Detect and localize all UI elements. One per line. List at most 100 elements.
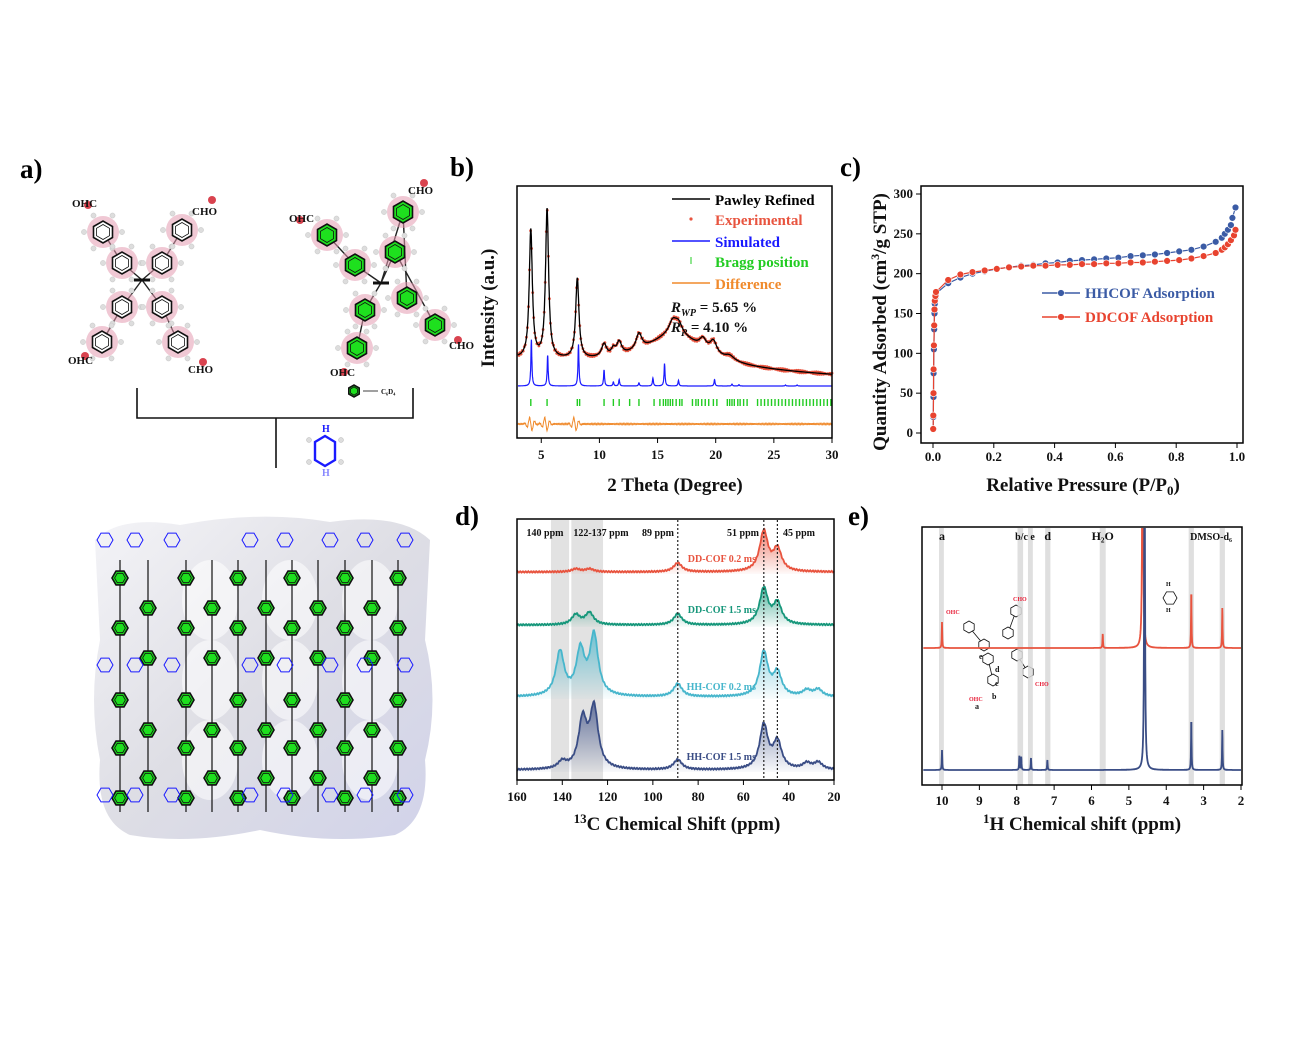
aromatic-inner-bond [392, 622, 404, 634]
cof-framework-model [94, 516, 433, 839]
y-tick-label: 300 [894, 186, 914, 201]
x-tick-label: 120 [598, 789, 618, 804]
framework-c6d4-ring [309, 722, 327, 738]
hydrogen-atom [108, 322, 115, 329]
legend-pawley: Pawley Refined [715, 193, 815, 209]
hydrogen-atom [381, 209, 387, 215]
trace-label-hh-15: HH-COF 1.5 ms [687, 752, 756, 763]
aromatic-inner-bond [366, 772, 378, 784]
left-ohc-bottom: OHC [68, 355, 93, 367]
hydrogen-atom [385, 295, 391, 301]
aromatic-inner-bond [171, 334, 185, 350]
legend-difference: Difference [715, 277, 782, 293]
aromatic-inner-bond [175, 222, 189, 238]
framework-piperazine-ring [163, 787, 181, 803]
aromatic-inner-bond [114, 792, 126, 804]
aromatic-inner-bond [339, 622, 351, 634]
highlight-band [1099, 528, 1106, 785]
x-tick-label: 6 [1088, 793, 1095, 808]
reaction-bracket [136, 388, 414, 419]
cof-pore [342, 560, 398, 640]
cof-pore [182, 720, 238, 800]
aromatic-inner-bond [114, 742, 126, 754]
inset-site-a: a [975, 702, 979, 711]
hydrogen-atom [371, 262, 377, 268]
x-tick-label: 5 [538, 447, 545, 462]
hydrogen-atom [373, 249, 379, 255]
spectrum-line [516, 629, 835, 698]
pawley-refined-line [517, 208, 832, 375]
ref-label-89: 89 ppm [642, 528, 675, 539]
isotherm-point [1126, 252, 1135, 260]
framework-c6d4-ring [389, 692, 407, 708]
hydrogen-atom [419, 209, 425, 215]
aromatic-inner-bond [312, 772, 324, 784]
hydrogen-atom [188, 210, 195, 217]
hydrogen-atom [149, 243, 156, 250]
framework-c6d4-ring [363, 650, 381, 666]
aromatic-inner-bond [312, 602, 324, 614]
hydrogen-atom [198, 227, 204, 233]
legend-marker [1057, 289, 1065, 297]
isotherm-point [930, 341, 938, 350]
framework-piperazine-ring [126, 787, 144, 803]
b-plot-frame [516, 185, 833, 439]
hydrogen-atom [149, 320, 156, 327]
highlight-band [1045, 528, 1051, 785]
hydrogen-atom [361, 245, 368, 252]
hydrogen-atom [361, 278, 368, 285]
hydrogen-atom [156, 339, 162, 345]
panel-label-d: d) [455, 501, 479, 531]
band-label-122-137: 122-137 ppm [573, 528, 629, 539]
framework-piperazine-ring [396, 787, 414, 803]
rwp-annotation: RWP = 5.65 % [670, 300, 757, 319]
x-tick-label: 0.8 [1168, 449, 1185, 464]
hydrogen-atom [401, 232, 408, 239]
hydrogen-atom [160, 227, 166, 233]
ref-label-45: 45 ppm [783, 528, 816, 539]
aromatic-inner-bond [286, 792, 298, 804]
aromatic-inner-bond [348, 257, 362, 273]
hydrogen-atom [333, 215, 340, 222]
framework-c6d4-ring [257, 722, 275, 738]
hydrogen-atom [109, 243, 116, 250]
hydrogen-atom [80, 339, 86, 345]
framework-c6d4-ring [257, 650, 275, 666]
panel-e-inset-sites: e d c b a [975, 652, 1000, 711]
hydrogen-atom [188, 243, 195, 250]
x-tick-label: 20 [709, 447, 722, 462]
hydrogen-atom [373, 345, 379, 351]
panel-e-1h-nmr-chart: 1H Chemical shift (ppm) a b/c e d H₂O DMSO-d… [921, 526, 1244, 835]
experimental-series [516, 208, 834, 377]
benzene-ring [346, 336, 368, 360]
hydrogen-atom [390, 225, 397, 232]
aromatic-inner-bond [286, 742, 298, 754]
legend-bragg: Bragg position [715, 255, 809, 271]
framework-piperazine-ring [276, 787, 294, 803]
ref-label-51: 51 ppm [727, 528, 760, 539]
benzene-ring [111, 251, 133, 275]
hydrogen-atom [128, 243, 135, 250]
hydrogen-atom [140, 260, 146, 266]
hydrogen-atom [422, 338, 429, 345]
inset-ring [963, 620, 975, 634]
hydrogen-atom [314, 215, 321, 222]
aromatic-inner-bond [96, 224, 110, 240]
rp-annotation: RP = 4.10 % [670, 320, 748, 339]
aromatic-inner-bond [392, 742, 404, 754]
d-xlabel: 13C Chemical Shift (ppm) [574, 811, 781, 835]
aromatic-inner-bond [114, 572, 126, 584]
aromatic-inner-bond [428, 317, 442, 333]
hydrogen-atom [81, 229, 87, 235]
framework-c6d4-ring [309, 600, 327, 616]
inset-cho-top: CHO [1013, 597, 1027, 603]
panel-b-pxrd-chart: 2 Theta (Degree) Intensity (a.u.) Pawley… [478, 185, 839, 496]
isotherm-point [1187, 246, 1196, 254]
aromatic-inner-bond [114, 694, 126, 706]
hydrogen-atom [165, 322, 172, 329]
x-tick-label: 15 [651, 447, 665, 462]
isotherm-point [956, 270, 965, 279]
piperazine-nh-top: H [1166, 582, 1171, 588]
hydrogen-atom [178, 304, 184, 310]
hydrogen-atom [109, 276, 116, 283]
